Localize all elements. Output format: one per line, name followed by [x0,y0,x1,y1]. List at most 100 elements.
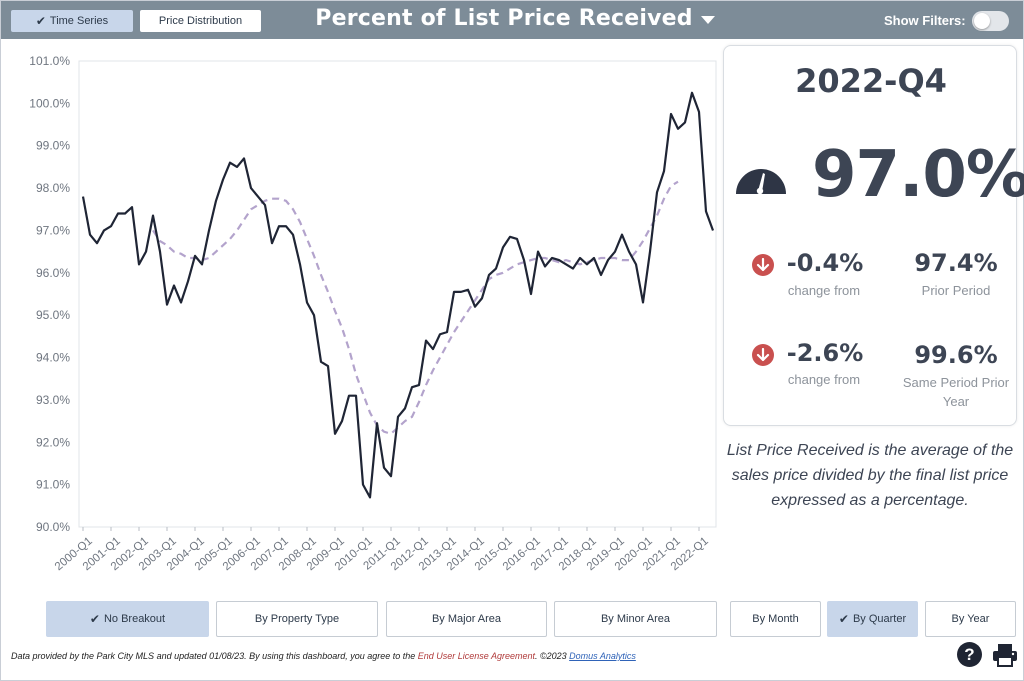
by-quarter-button[interactable]: ✔ By Quarter [827,601,918,637]
data-point[interactable] [480,296,485,301]
data-point[interactable] [487,272,492,277]
data-point[interactable] [396,414,401,419]
data-point[interactable] [452,289,457,294]
tab-price-distribution[interactable]: Price Distribution [140,10,261,32]
data-point[interactable] [319,359,324,364]
tab-time-series[interactable]: ✔ Time Series [11,10,133,32]
data-point[interactable] [130,205,135,210]
data-point[interactable] [81,194,86,199]
data-point[interactable] [361,482,366,487]
data-point[interactable] [340,419,345,424]
data-point[interactable] [326,364,331,369]
data-point[interactable] [529,292,534,297]
data-point[interactable] [305,300,310,305]
domus-link[interactable]: Domus Analytics [569,651,636,661]
data-point[interactable] [158,249,163,254]
data-point[interactable] [242,156,247,161]
data-point[interactable] [116,211,121,216]
data-point[interactable] [711,228,716,233]
data-point[interactable] [179,300,184,305]
data-point[interactable] [151,213,156,218]
data-point[interactable] [207,228,212,233]
data-point[interactable] [501,245,506,250]
data-point[interactable] [368,495,373,500]
data-point[interactable] [354,393,359,398]
data-point[interactable] [214,198,219,203]
data-point[interactable] [438,332,443,337]
data-point[interactable] [144,249,149,254]
data-point[interactable] [193,253,198,258]
page-title[interactable]: Percent of List Price Received [315,6,693,31]
data-point[interactable] [312,313,317,318]
chevron-down-icon[interactable] [701,16,715,24]
data-point[interactable] [298,262,303,267]
license-link[interactable]: End User License Agreement [417,651,535,661]
data-point[interactable] [109,224,114,229]
data-point[interactable] [277,224,282,229]
data-point[interactable] [291,232,296,237]
data-point[interactable] [102,228,107,233]
data-point[interactable] [494,266,499,271]
data-point[interactable] [592,255,597,260]
data-point[interactable] [137,262,142,267]
data-point[interactable] [676,126,681,131]
data-point[interactable] [522,258,527,263]
data-point[interactable] [557,258,562,263]
data-point[interactable] [410,385,415,390]
printer-icon[interactable] [992,643,1018,667]
by-month-button[interactable]: By Month [730,601,821,637]
data-point[interactable] [249,186,254,191]
data-point[interactable] [508,234,513,239]
data-point[interactable] [228,160,233,165]
data-point[interactable] [417,383,422,388]
data-point[interactable] [221,177,226,182]
data-point[interactable] [655,190,660,195]
data-point[interactable] [284,224,289,229]
data-point[interactable] [473,304,478,309]
data-point[interactable] [375,421,380,426]
data-point[interactable] [564,262,569,267]
data-point[interactable] [186,279,191,284]
data-point[interactable] [550,255,555,260]
data-point[interactable] [634,262,639,267]
by-minor-area-button[interactable]: By Minor Area [554,601,717,637]
data-point[interactable] [123,211,128,216]
data-point[interactable] [613,249,618,254]
by-major-area-button[interactable]: By Major Area [386,601,547,637]
data-point[interactable] [235,164,240,169]
data-point[interactable] [200,262,205,267]
data-point[interactable] [263,203,268,208]
data-point[interactable] [445,330,450,335]
by-year-button[interactable]: By Year [925,601,1016,637]
data-point[interactable] [382,465,387,470]
data-point[interactable] [543,264,548,269]
data-point[interactable] [347,393,352,398]
data-point[interactable] [683,120,688,125]
data-point[interactable] [165,302,170,307]
data-point[interactable] [606,258,611,263]
data-point[interactable] [536,249,541,254]
data-point[interactable] [333,431,338,436]
data-point[interactable] [599,272,604,277]
data-point[interactable] [515,236,520,241]
data-point[interactable] [662,169,667,174]
data-point[interactable] [627,249,632,254]
data-point[interactable] [424,338,429,343]
data-point[interactable] [403,406,408,411]
data-point[interactable] [648,249,653,254]
question-circle-icon[interactable]: ? [957,642,982,667]
data-point[interactable] [270,241,275,246]
data-point[interactable] [704,209,709,214]
data-point[interactable] [466,287,471,292]
data-point[interactable] [95,241,100,246]
data-point[interactable] [690,90,695,95]
data-point[interactable] [431,347,436,352]
data-point[interactable] [88,232,93,237]
data-point[interactable] [669,111,674,116]
data-point[interactable] [459,289,464,294]
data-point[interactable] [620,232,625,237]
data-point[interactable] [389,474,394,479]
data-point[interactable] [172,283,177,288]
data-point[interactable] [256,194,261,199]
data-point[interactable] [585,262,590,267]
